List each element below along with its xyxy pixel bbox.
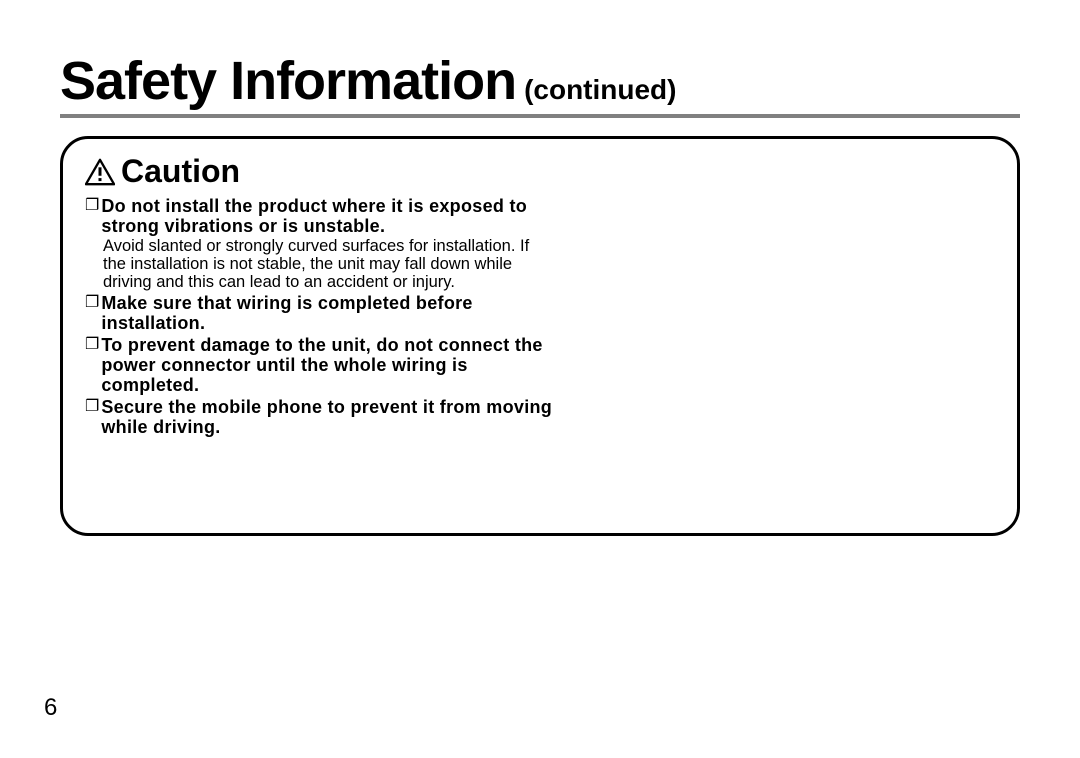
- warning-triangle-icon: [85, 158, 115, 186]
- bullet-icon: ❐: [85, 335, 99, 355]
- caution-label: Caution: [121, 153, 240, 190]
- page-number: 6: [44, 694, 57, 722]
- caution-header: Caution: [85, 153, 995, 190]
- caution-item-heading: Do not install the product where it is e…: [101, 196, 553, 236]
- caution-box: Caution ❐ Do not install the product whe…: [60, 136, 1020, 536]
- caution-item-heading: To prevent damage to the unit, do not co…: [101, 335, 553, 395]
- page-title-row: Safety Information (continued): [60, 50, 1020, 118]
- bullet-icon: ❐: [85, 397, 99, 417]
- caution-item-heading: Secure the mobile phone to prevent it fr…: [101, 397, 553, 437]
- page-title: Safety Information: [60, 50, 516, 112]
- caution-item: ❐ Do not install the product where it is…: [85, 196, 553, 291]
- caution-item-heading: Make sure that wiring is completed befor…: [101, 293, 553, 333]
- document-page: Safety Information (continued) Caution ❐…: [0, 0, 1080, 536]
- caution-item: ❐ Secure the mobile phone to prevent it …: [85, 397, 553, 437]
- bullet-icon: ❐: [85, 293, 99, 313]
- caution-item: ❐ Make sure that wiring is completed bef…: [85, 293, 553, 333]
- caution-item: ❐ To prevent damage to the unit, do not …: [85, 335, 553, 395]
- bullet-icon: ❐: [85, 196, 99, 216]
- caution-content-column: ❐ Do not install the product where it is…: [85, 196, 553, 437]
- page-title-continued: (continued): [524, 74, 676, 106]
- caution-item-body: Avoid slanted or strongly curved surface…: [103, 237, 553, 291]
